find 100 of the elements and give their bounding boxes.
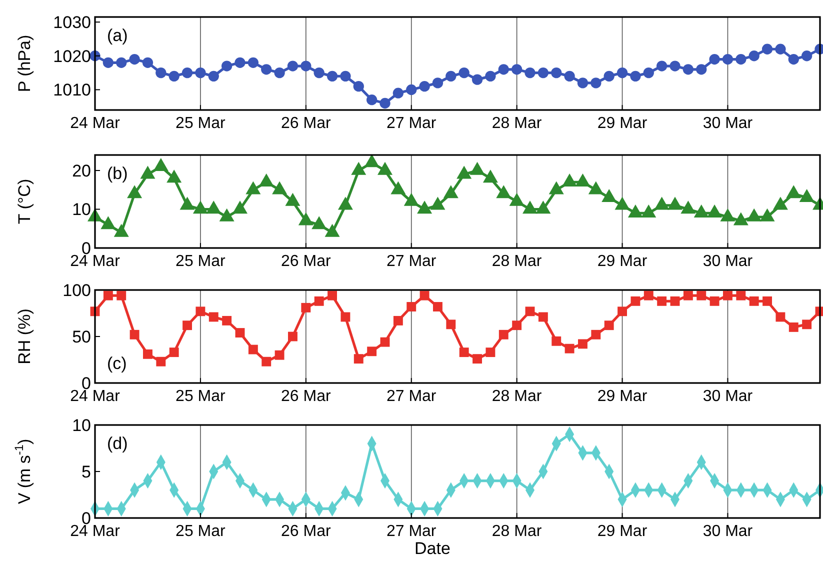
y-tick-label: 10 [72, 200, 91, 220]
point [406, 84, 417, 96]
point [180, 196, 195, 210]
point [314, 296, 324, 306]
point [538, 67, 549, 78]
x-tick-label: 26 Mar [281, 115, 332, 132]
point [578, 339, 588, 349]
point [129, 54, 140, 65]
x-tick-label: 29 Mar [597, 115, 648, 132]
point [300, 60, 312, 72]
point [786, 185, 802, 198]
point [564, 344, 574, 354]
point [140, 166, 156, 179]
point [392, 88, 404, 98]
point [733, 212, 748, 226]
point [562, 173, 578, 186]
point [169, 348, 179, 358]
x-tick-label: 25 Mar [176, 115, 226, 132]
point [324, 224, 340, 237]
y-tick-label: 1010 [53, 80, 91, 100]
point [496, 185, 512, 198]
point [682, 64, 694, 75]
point [195, 67, 206, 78]
point [644, 290, 654, 300]
point [248, 57, 259, 68]
annotation: (d) [107, 434, 128, 453]
x-tick-label: 25 Mar [176, 523, 226, 540]
point [736, 290, 746, 300]
point [235, 328, 245, 338]
x-tick-label: 28 Mar [492, 523, 542, 540]
x-tick-label: 29 Mar [597, 388, 648, 405]
point [511, 64, 522, 75]
point [116, 290, 126, 300]
point [443, 185, 458, 198]
point [472, 354, 482, 364]
point [772, 196, 788, 210]
point [762, 296, 772, 306]
point [156, 67, 166, 78]
point [393, 316, 403, 326]
x-tick-label: 26 Mar [281, 253, 332, 270]
point [696, 290, 706, 300]
point [577, 78, 588, 88]
point [591, 330, 601, 340]
point [246, 181, 261, 194]
point [551, 67, 562, 78]
point [446, 70, 456, 82]
y-tick-label: 100 [62, 280, 91, 300]
point [116, 57, 127, 68]
point [261, 64, 272, 75]
point [630, 70, 641, 82]
point [168, 70, 180, 82]
point [707, 204, 722, 218]
point [668, 196, 682, 210]
point [206, 200, 222, 214]
y-axis-title: T (°C) [15, 178, 34, 224]
point [604, 320, 614, 330]
point [710, 296, 720, 306]
point [696, 64, 707, 75]
point [548, 181, 564, 194]
y-tick-label: 10 [72, 416, 91, 435]
point [234, 57, 246, 68]
y-tick-label: 50 [72, 327, 91, 346]
x-tick-label: 28 Mar [492, 388, 542, 405]
point [536, 200, 551, 214]
y-tick-label: 20 [72, 161, 91, 180]
point [722, 54, 734, 65]
point [485, 70, 496, 82]
point [351, 162, 366, 175]
point [683, 290, 693, 300]
point [378, 162, 392, 175]
point [788, 54, 799, 65]
x-tick-label: 27 Mar [386, 523, 437, 540]
point [354, 354, 364, 364]
point [380, 337, 390, 347]
point [799, 188, 814, 202]
x-tick-label: 30 Mar [702, 388, 754, 405]
point [380, 98, 390, 109]
point [456, 166, 472, 179]
point [326, 70, 338, 82]
x-tick-label: 27 Mar [386, 253, 437, 270]
point [482, 170, 498, 183]
point [760, 208, 775, 222]
point [736, 54, 746, 65]
point [720, 208, 736, 222]
point [472, 74, 483, 85]
y-tick-label: 1020 [53, 46, 91, 66]
y-axis-title: RH (%) [15, 308, 34, 364]
point [552, 336, 562, 346]
point [680, 200, 696, 214]
point [390, 181, 406, 194]
point [628, 204, 643, 218]
point [802, 320, 812, 330]
point [100, 216, 116, 230]
point [630, 296, 640, 306]
point [670, 60, 680, 72]
point [643, 67, 654, 78]
point [602, 188, 617, 202]
y-tick-label: 5 [82, 462, 91, 482]
point [746, 208, 762, 222]
point [654, 196, 670, 210]
